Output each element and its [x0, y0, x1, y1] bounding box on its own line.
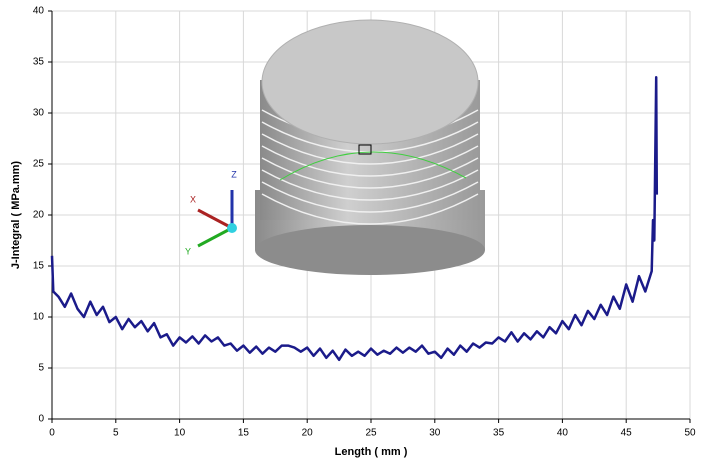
x-tick-label: 25: [365, 428, 377, 439]
y-tick-label: 40: [33, 6, 45, 17]
x-tick-label: 0: [49, 428, 55, 439]
x-axis-title: Length ( mm ): [335, 446, 408, 458]
x-tick-label: 30: [429, 428, 441, 439]
chart: 0 5 10 15 20 25 30 35 40 0 5 10 15 20 25 30 35 40 45 50 Leng…: [0, 0, 705, 463]
x-tick-label: 5: [113, 428, 119, 439]
axis-triad-label: Z: [231, 169, 237, 179]
y-tick-label: 15: [33, 261, 45, 272]
x-tick-label: 15: [238, 428, 250, 439]
y-tick-label: 30: [33, 108, 45, 119]
x-tick-label: 20: [302, 428, 314, 439]
model-inset: [198, 20, 485, 275]
y-tick-label: 0: [38, 414, 44, 425]
y-tick-label: 10: [33, 312, 45, 323]
y-tick-label: 20: [33, 210, 45, 221]
x-tick-label: 35: [493, 428, 505, 439]
x-tick-label: 45: [621, 428, 633, 439]
y-tick-label: 35: [33, 57, 45, 68]
x-tick-label: 40: [557, 428, 569, 439]
x-tick-label: 50: [684, 428, 696, 439]
x-tick-label: 10: [174, 428, 186, 439]
axis-triad-label: Y: [185, 246, 191, 256]
y-axis-title: J-Integral ( MPa.mm): [10, 161, 22, 270]
axis-triad-label: X: [190, 194, 196, 204]
y-tick-label: 5: [38, 363, 44, 374]
y-tick-label: 25: [33, 159, 45, 170]
